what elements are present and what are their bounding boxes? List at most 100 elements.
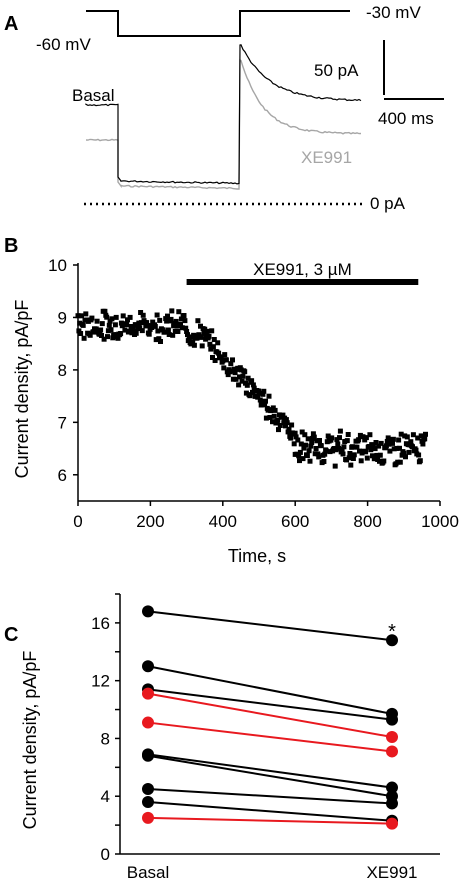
- data-point: [336, 445, 342, 451]
- data-point: [316, 454, 322, 460]
- data-point: [423, 431, 428, 437]
- data-point: [127, 314, 133, 320]
- data-point: [239, 378, 245, 384]
- data-point: [305, 436, 311, 442]
- data-point: [387, 448, 393, 454]
- data-point: [350, 456, 356, 461]
- y-tick-label: 8: [58, 361, 67, 380]
- data-point: [186, 336, 192, 342]
- data-point: [243, 390, 249, 396]
- data-point: [191, 342, 197, 348]
- data-point: [300, 456, 306, 462]
- data-point: [131, 328, 137, 334]
- data-point: [277, 423, 283, 428]
- panel-c-axes: 0 4 8 12 16 Basal XE991: [91, 593, 440, 882]
- data-point: [242, 369, 248, 375]
- data-point: [388, 437, 394, 442]
- data-point: [327, 449, 333, 455]
- data-point: [410, 444, 415, 450]
- data-point: [259, 399, 265, 404]
- data-point: [306, 448, 312, 454]
- data-point: [185, 332, 190, 338]
- data-point: [126, 328, 132, 334]
- data-point: [142, 605, 154, 618]
- data-point: [403, 454, 408, 460]
- data-point: [108, 327, 114, 333]
- data-point: [321, 459, 327, 464]
- data-point: [81, 335, 87, 341]
- data-point: [416, 452, 422, 458]
- data-point: [181, 313, 187, 318]
- data-point: [211, 337, 217, 342]
- data-point: [139, 328, 145, 334]
- y-tick-label: 0: [101, 845, 110, 864]
- data-point: [207, 341, 213, 347]
- data-point: [346, 455, 352, 461]
- data-point: [182, 318, 188, 324]
- data-point: [220, 358, 226, 364]
- data-point: [203, 332, 209, 338]
- paired-line: [147, 816, 393, 825]
- data-point: [154, 312, 160, 318]
- data-point: [138, 310, 144, 315]
- data-point: [249, 378, 255, 384]
- data-point: [317, 438, 322, 443]
- data-point: [150, 319, 156, 325]
- data-point: [418, 433, 424, 439]
- data-point: [386, 441, 392, 447]
- data-point: [118, 320, 124, 326]
- data-point: [351, 452, 357, 458]
- data-point: [402, 433, 408, 439]
- data-point: [342, 439, 348, 444]
- data-point: [297, 458, 302, 464]
- data-point: [79, 313, 84, 319]
- data-point: [324, 448, 329, 454]
- data-point: [386, 797, 398, 810]
- x-axis-label: Time, s: [228, 546, 286, 566]
- data-point: [223, 357, 229, 363]
- data-point: [142, 749, 154, 762]
- data-point: [175, 329, 181, 334]
- data-point: [112, 322, 118, 328]
- data-point: [333, 447, 339, 453]
- data-point: [222, 352, 228, 358]
- data-point: [312, 451, 318, 457]
- data-point: [176, 309, 182, 315]
- panel-c: 0 4 8 12 16 Basal XE991 * Current density, pA/…: [20, 593, 440, 882]
- data-point: [376, 443, 382, 449]
- data-point: [285, 429, 291, 435]
- y-tick-label: 10: [48, 256, 67, 275]
- data-point: [156, 336, 162, 342]
- x-category-label: XE991: [366, 863, 417, 882]
- data-point: [397, 459, 403, 465]
- panel-b: XE991, 3 µM 6 7 8 9 10 0 200 400 600 800 1000 Time…: [12, 256, 459, 566]
- data-point: [105, 334, 110, 340]
- data-point: [386, 713, 398, 726]
- data-point: [178, 322, 183, 327]
- data-point: [371, 456, 377, 462]
- data-point: [262, 402, 268, 408]
- x-tick-label: 800: [353, 512, 381, 531]
- voltage-protocol: [86, 10, 350, 37]
- data-point: [283, 423, 288, 429]
- paired-lines: [142, 605, 398, 830]
- data-point: [350, 444, 355, 450]
- scatter-points: [75, 308, 428, 469]
- data-point: [216, 350, 222, 356]
- data-point: [360, 434, 366, 440]
- data-point: [225, 372, 231, 378]
- data-point: [142, 687, 154, 700]
- data-point: [334, 437, 340, 443]
- data-point: [102, 308, 108, 314]
- data-point: [322, 451, 328, 457]
- xe991-trace-label: XE991: [301, 148, 352, 167]
- panel-label-b: B: [4, 235, 18, 257]
- data-point: [313, 446, 319, 451]
- data-point: [145, 323, 150, 329]
- paired-line: [147, 753, 393, 789]
- data-point: [335, 441, 341, 447]
- data-point: [157, 317, 163, 323]
- panel-label-a: A: [4, 13, 18, 35]
- data-point: [292, 430, 298, 436]
- data-point: [284, 420, 290, 426]
